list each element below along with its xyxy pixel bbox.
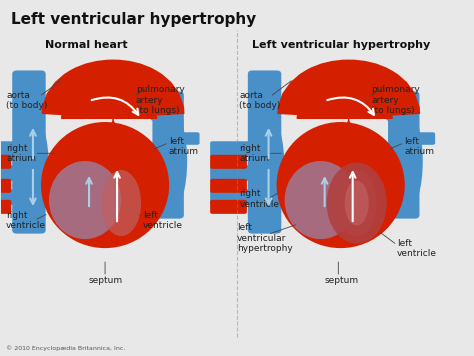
- FancyBboxPatch shape: [153, 91, 184, 219]
- Text: Normal heart: Normal heart: [45, 40, 128, 50]
- Text: left
atrium: left atrium: [404, 136, 434, 156]
- Text: septum: septum: [324, 276, 358, 285]
- FancyBboxPatch shape: [0, 165, 27, 181]
- Ellipse shape: [284, 161, 357, 239]
- FancyBboxPatch shape: [0, 200, 11, 214]
- Ellipse shape: [41, 122, 169, 248]
- Text: left
atrium: left atrium: [169, 136, 199, 156]
- Text: pulmonary
artery
(to lungs): pulmonary artery (to lungs): [371, 85, 420, 115]
- Text: Left ventricular hypertrophy: Left ventricular hypertrophy: [252, 40, 430, 50]
- FancyBboxPatch shape: [0, 155, 11, 169]
- FancyBboxPatch shape: [12, 70, 46, 234]
- FancyBboxPatch shape: [210, 155, 247, 169]
- FancyBboxPatch shape: [210, 179, 247, 193]
- Text: © 2010 Encyclopædia Britannica, Inc.: © 2010 Encyclopædia Britannica, Inc.: [6, 345, 126, 351]
- FancyBboxPatch shape: [210, 141, 263, 157]
- FancyBboxPatch shape: [391, 120, 419, 133]
- FancyBboxPatch shape: [210, 189, 263, 205]
- FancyBboxPatch shape: [171, 132, 200, 145]
- Text: left
ventricular
hypertrophy: left ventricular hypertrophy: [237, 223, 293, 253]
- Text: pulmonary
artery
(to lungs): pulmonary artery (to lungs): [136, 85, 184, 115]
- Wedge shape: [297, 83, 393, 119]
- Ellipse shape: [101, 170, 141, 236]
- Text: right
atrium: right atrium: [6, 143, 36, 163]
- Ellipse shape: [17, 113, 49, 227]
- Wedge shape: [61, 83, 157, 119]
- Ellipse shape: [159, 113, 187, 209]
- FancyBboxPatch shape: [210, 165, 263, 181]
- Ellipse shape: [337, 170, 377, 236]
- Text: left
ventricle: left ventricle: [143, 211, 183, 230]
- FancyBboxPatch shape: [386, 108, 415, 121]
- FancyBboxPatch shape: [155, 120, 183, 133]
- Text: aorta
(to body): aorta (to body): [239, 90, 281, 110]
- Ellipse shape: [277, 122, 405, 248]
- FancyBboxPatch shape: [406, 132, 435, 145]
- FancyBboxPatch shape: [248, 70, 281, 234]
- FancyBboxPatch shape: [0, 189, 27, 205]
- FancyBboxPatch shape: [388, 91, 419, 219]
- Text: left
ventricle: left ventricle: [397, 239, 437, 258]
- Ellipse shape: [253, 113, 284, 227]
- Text: right
ventricle: right ventricle: [6, 211, 46, 230]
- Ellipse shape: [49, 161, 121, 239]
- Ellipse shape: [327, 163, 387, 244]
- Text: Left ventricular hypertrophy: Left ventricular hypertrophy: [11, 12, 256, 27]
- FancyBboxPatch shape: [210, 200, 247, 214]
- Text: aorta
(to body): aorta (to body): [6, 90, 47, 110]
- Text: septum: septum: [89, 276, 123, 285]
- Ellipse shape: [395, 113, 423, 209]
- FancyBboxPatch shape: [0, 179, 11, 193]
- Text: right
ventricle: right ventricle: [239, 189, 279, 209]
- FancyBboxPatch shape: [151, 108, 180, 121]
- FancyBboxPatch shape: [0, 141, 27, 157]
- Text: right
atrium: right atrium: [239, 143, 269, 163]
- Ellipse shape: [345, 180, 369, 226]
